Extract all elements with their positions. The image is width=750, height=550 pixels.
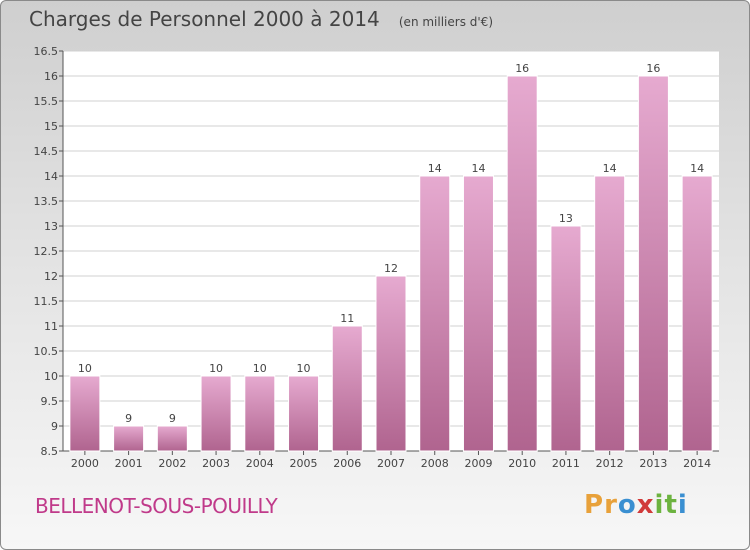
y-tick-label: 8.5: [41, 445, 59, 458]
bar-2006: [331, 325, 363, 452]
x-tick-label: 2010: [508, 457, 536, 470]
bar-2003: [200, 375, 232, 452]
data-label-2011: 13: [559, 212, 573, 225]
y-tick-label: 10: [44, 370, 58, 383]
x-tick-label: 2013: [639, 457, 667, 470]
proxiti-logo[interactable]: Proxiti: [584, 490, 688, 520]
y-tick-label: 15.5: [34, 95, 59, 108]
logo-letter: i: [677, 490, 688, 520]
x-tick-label: 2002: [158, 457, 186, 470]
data-label-2004: 10: [253, 362, 267, 375]
y-tick-label: 10.5: [34, 345, 59, 358]
y-tick-label: 12.5: [34, 245, 59, 258]
bar-2002: [156, 425, 188, 452]
x-tick-label: 2000: [71, 457, 99, 470]
logo-letter: o: [617, 490, 637, 520]
bar-2001: [113, 425, 145, 452]
x-tick-label: 2004: [246, 457, 274, 470]
y-tick-label: 13.5: [34, 195, 59, 208]
data-label-2009: 14: [471, 162, 485, 175]
data-label-2007: 12: [384, 262, 398, 275]
data-label-2013: 16: [646, 62, 660, 75]
x-tick-label: 2001: [115, 457, 143, 470]
data-label-2010: 16: [515, 62, 529, 75]
data-label-2008: 14: [428, 162, 442, 175]
x-tick-label: 2006: [333, 457, 361, 470]
bar-2014: [681, 175, 713, 452]
x-tick-label: 2007: [377, 457, 405, 470]
x-tick-label: 2012: [596, 457, 624, 470]
chart-subtitle: (en milliers d'€): [398, 15, 493, 29]
x-tick-label: 2003: [202, 457, 230, 470]
data-label-2005: 10: [297, 362, 311, 375]
data-label-2014: 14: [690, 162, 704, 175]
title-row: Charges de Personnel 2000 à 2014 (en mil…: [29, 7, 493, 31]
x-tick-label: 2008: [421, 457, 449, 470]
bar-2011: [550, 225, 582, 452]
bar-2008: [419, 175, 451, 452]
logo-letter: P: [584, 490, 605, 520]
x-tick-label: 2009: [464, 457, 492, 470]
data-label-2001: 9: [125, 412, 132, 425]
y-tick-label: 11: [44, 320, 58, 333]
x-tick-label: 2011: [552, 457, 580, 470]
x-tick-label: 2014: [683, 457, 711, 470]
y-tick-label: 11.5: [34, 295, 59, 308]
bar-2009: [462, 175, 494, 452]
logo-letter: r: [604, 490, 618, 520]
y-tick-label: 15: [44, 120, 58, 133]
logo-letter: x: [636, 490, 655, 520]
y-tick-label: 14.5: [34, 145, 59, 158]
bar-2007: [375, 275, 407, 452]
y-tick-label: 16.5: [34, 45, 59, 58]
y-tick-label: 16: [44, 70, 58, 83]
bar-2012: [594, 175, 626, 452]
data-label-2003: 10: [209, 362, 223, 375]
chart-title: Charges de Personnel 2000 à 2014: [29, 7, 380, 31]
y-tick-label: 9.5: [41, 395, 59, 408]
y-tick-label: 13: [44, 220, 58, 233]
y-tick-label: 14: [44, 170, 58, 183]
data-label-2012: 14: [603, 162, 617, 175]
bar-2013: [637, 75, 669, 452]
bar-2010: [506, 75, 538, 452]
commune-name: BELLENOT-SOUS-POUILLY: [35, 494, 278, 518]
y-tick-label: 12: [44, 270, 58, 283]
y-tick-label: 9: [51, 420, 58, 433]
data-label-2002: 9: [169, 412, 176, 425]
data-label-2006: 11: [340, 312, 354, 325]
bar-2004: [244, 375, 276, 452]
bar-2000: [69, 375, 101, 452]
data-label-2000: 10: [78, 362, 92, 375]
logo-letter: i: [654, 490, 665, 520]
logo-letter: t: [664, 490, 678, 520]
bar-2005: [288, 375, 320, 452]
x-tick-label: 2005: [290, 457, 318, 470]
